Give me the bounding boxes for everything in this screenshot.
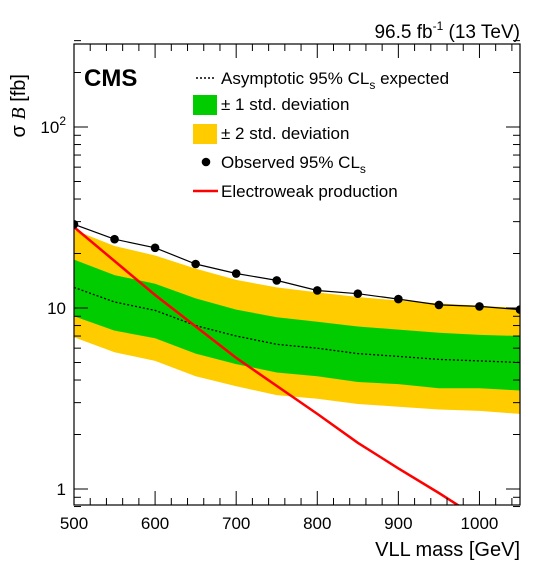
x-tick-label: 800 <box>303 514 331 533</box>
observed-point <box>515 305 520 314</box>
band-1sigma <box>74 259 520 391</box>
expected-limit-line <box>74 286 520 364</box>
lumi-energy: (13 TeV) <box>443 22 520 43</box>
y-tick-label: 10 <box>47 299 66 318</box>
legend-observed-marker <box>201 157 211 167</box>
legend-2sigma-swatch <box>193 124 217 144</box>
observed-point <box>312 286 322 295</box>
legend-label-text: ± 2 std. deviation <box>221 124 349 143</box>
x-tick-label: 700 <box>222 514 250 533</box>
legend-label-text: Observed 95% CL <box>221 153 360 172</box>
legend-label-text: Electroweak production <box>221 182 398 201</box>
y-tick-label: 1 <box>57 480 66 499</box>
x-tick-label: 600 <box>141 514 169 533</box>
observed-limit-line <box>74 223 520 311</box>
observed-point <box>394 294 403 304</box>
x-axis-title: VLL mass [GeV] <box>375 539 520 561</box>
y-axis-title-sigma: σ <box>8 120 30 138</box>
legend-label: Electroweak production <box>221 182 398 201</box>
legend-label-text: Asymptotic 95% CL <box>221 69 369 88</box>
legend-label-subscript: s <box>360 162 366 176</box>
observed-point <box>150 243 160 253</box>
x-tick-label: 900 <box>384 514 412 533</box>
lumi-value: 96.5 fb <box>374 22 432 43</box>
legend-entry: Observed 95% CLs <box>201 153 366 176</box>
plot-area <box>74 220 520 505</box>
observed-point <box>272 276 282 285</box>
observed-point <box>353 289 363 298</box>
y-tick-base: 1 <box>57 480 66 499</box>
legend: Asymptotic 95% CLs expected± 1 std. devi… <box>193 69 449 201</box>
plot-frame <box>73 43 521 506</box>
observed-points <box>74 220 520 314</box>
observed-point <box>110 234 119 244</box>
legend-label: Observed 95% CLs <box>221 153 366 176</box>
luminosity-label: 96.5 fb-1 (13 TeV) <box>374 19 520 43</box>
electroweak-line <box>74 226 461 505</box>
observed-point <box>475 302 484 311</box>
y-tick-base: 10 <box>47 299 66 318</box>
y-axis-title-unit: [fb] <box>8 74 30 107</box>
cms-label: CMS <box>84 65 137 92</box>
legend-label: ± 2 std. deviation <box>221 124 349 143</box>
legend-label: ± 1 std. deviation <box>221 95 349 114</box>
lumi-exponent: -1 <box>433 19 444 33</box>
y-tick-label: 102 <box>40 114 66 137</box>
legend-1sigma-swatch <box>193 95 217 115</box>
x-tick-label: 500 <box>60 514 88 533</box>
observed-point <box>231 269 241 278</box>
legend-entry: ± 2 std. deviation <box>193 124 349 144</box>
legend-entry: Electroweak production <box>193 182 398 201</box>
y-axis-title-b: B <box>8 107 30 119</box>
observed-point <box>434 300 444 310</box>
observed-point <box>74 220 79 229</box>
observed-point <box>191 259 200 269</box>
x-tick-label: 1000 <box>461 514 499 533</box>
x-axis-ticks: 500 600 700 800 900 1000 <box>60 44 513 533</box>
y-tick-exponent: 2 <box>59 114 66 128</box>
y-axis-title: σ B [fb] <box>8 74 30 137</box>
legend-entry: Asymptotic 95% CLs expected <box>196 69 449 92</box>
legend-label-subscript: s <box>369 78 375 92</box>
y-tick-base: 10 <box>40 118 59 137</box>
legend-label: Asymptotic 95% CLs expected <box>221 69 449 92</box>
legend-entry: ± 1 std. deviation <box>193 95 349 115</box>
legend-label-suffix: expected <box>375 69 449 88</box>
legend-label-text: ± 1 std. deviation <box>221 95 349 114</box>
